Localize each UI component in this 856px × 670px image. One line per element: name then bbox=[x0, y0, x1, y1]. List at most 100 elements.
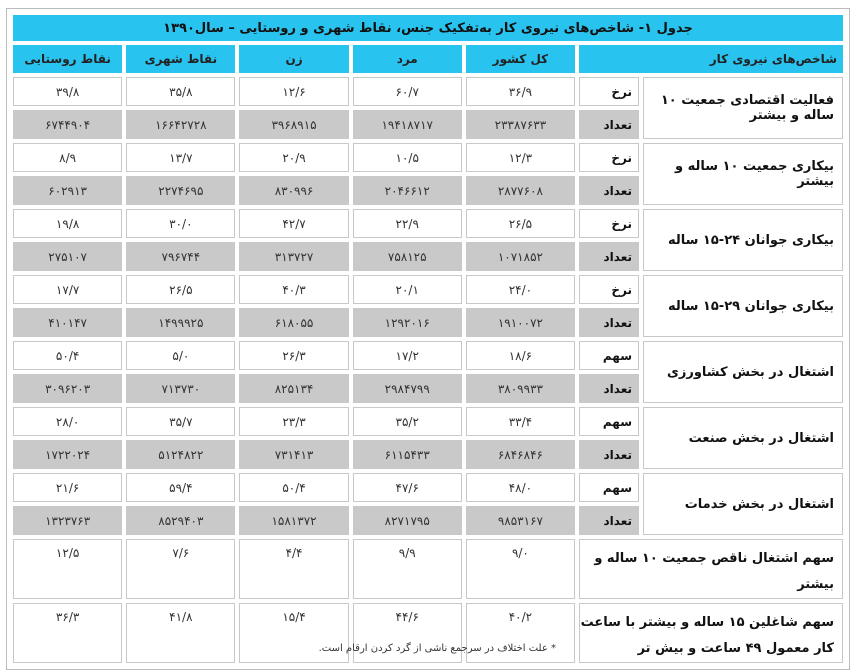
cell-urban: ۳۵/۷ bbox=[126, 407, 236, 436]
cell-rural: ۲۷۵۱۰۷ bbox=[13, 242, 123, 271]
table-row: اشتغال در بخش کشاورزی سهم ۱۸/۶ ۱۷/۲ ۲۶/۳ ۵/۰ ۵… bbox=[13, 341, 843, 403]
table-row: تعداد ۶۸۴۶۸۴۶ ۶۱۱۵۴۳۳ ۷۳۱۴۱۳ ۵۱۲۴۸۲۲ ۱۷۲۲۰۲۴ bbox=[13, 440, 843, 469]
cell-male: ۹/۹ bbox=[352, 539, 462, 599]
cell-female: ۳۱۳۷۲۷ bbox=[239, 242, 349, 271]
cell-female: ۷۳۱۴۱۳ bbox=[239, 440, 349, 469]
header-total: کل کشور bbox=[465, 45, 575, 73]
cell-male: ۲۲/۹ bbox=[352, 209, 462, 238]
table-row: تعداد ۲۳۳۸۷۶۳۳ ۱۹۴۱۸۷۱۷ ۳۹۶۸۹۱۵ ۱۶۶۴۲۷۲۸ ۶۷۴۴… bbox=[13, 110, 843, 139]
row-type-label: نرخ bbox=[579, 275, 639, 304]
indicator-label: بیکاری جوانان ۲۴-۱۵ ساله bbox=[643, 209, 843, 271]
cell-male: ۱۷/۲ bbox=[352, 341, 462, 370]
table-row: تعداد ۲۸۷۷۶۰۸ ۲۰۴۶۶۱۲ ۸۳۰۹۹۶ ۲۲۷۴۶۹۵ ۶۰۲۹۱۳ bbox=[13, 176, 843, 205]
cell-rural: ۱۳۲۳۷۶۳ bbox=[13, 506, 123, 535]
row-type-label: تعداد bbox=[579, 176, 639, 205]
cell-total: ۹/۰ bbox=[465, 539, 575, 599]
cell-urban: ۷۹۶۷۴۴ bbox=[126, 242, 236, 271]
cell-urban: ۳۰/۰ bbox=[126, 209, 236, 238]
table-row: سهم شاغلین ۱۵ ساله و بیشتر با ساعت کار م… bbox=[13, 603, 843, 663]
row-type-label: سهم bbox=[579, 407, 639, 436]
indicator-label: اشتغال در بخش کشاورزی bbox=[643, 341, 843, 403]
cell-total: ۴۰/۲ bbox=[465, 603, 575, 663]
cell-female: ۴/۴ bbox=[239, 539, 349, 599]
cell-urban: ۷/۶ bbox=[126, 539, 236, 599]
labor-force-table: جدول ۱- شاخص‌های نیروی کار به‌تفکیک جنس،… bbox=[9, 11, 847, 667]
cell-total: ۳۳/۴ bbox=[465, 407, 575, 436]
cell-rural: ۴۱۰۱۴۷ bbox=[13, 308, 123, 337]
cell-urban: ۵/۰ bbox=[126, 341, 236, 370]
cell-female: ۴۲/۷ bbox=[239, 209, 349, 238]
cell-rural: ۲۱/۶ bbox=[13, 473, 123, 502]
cell-rural: ۱۲/۵ bbox=[13, 539, 123, 599]
cell-rural: ۶۰۲۹۱۳ bbox=[13, 176, 123, 205]
cell-urban: ۵۹/۴ bbox=[126, 473, 236, 502]
cell-female: ۳۹۶۸۹۱۵ bbox=[239, 110, 349, 139]
table-row: تعداد ۹۸۵۳۱۶۷ ۸۲۷۱۷۹۵ ۱۵۸۱۳۷۲ ۸۵۲۹۴۰۳ ۱۳۲۳۷۶۳ bbox=[13, 506, 843, 535]
cell-rural: ۲۸/۰ bbox=[13, 407, 123, 436]
table-row: بیکاری جمعیت ۱۰ ساله و بیشتر نرخ ۱۲/۳ ۱۰/۵ ۲… bbox=[13, 143, 843, 205]
row-type-label: سهم bbox=[579, 341, 639, 370]
cell-urban: ۵۱۲۴۸۲۲ bbox=[126, 440, 236, 469]
cell-female: ۲۳/۳ bbox=[239, 407, 349, 436]
cell-male: ۸۲۷۱۷۹۵ bbox=[352, 506, 462, 535]
row-type-label: تعداد bbox=[579, 308, 639, 337]
table-row: بیکاری جوانان ۲۴-۱۵ ساله نرخ ۲۶/۵ ۲۲/۹ ۴۲/۷ ۳… bbox=[13, 209, 843, 271]
cell-female: ۵۰/۴ bbox=[239, 473, 349, 502]
table-title: جدول ۱- شاخص‌های نیروی کار به‌تفکیک جنس،… bbox=[13, 15, 843, 41]
row-type-label: نرخ bbox=[579, 209, 639, 238]
cell-female: ۴۰/۳ bbox=[239, 275, 349, 304]
footnote: * علت اختلاف در سرجمع ناشی از گرد کردن ا… bbox=[318, 643, 556, 654]
cell-total: ۳۶/۹ bbox=[465, 77, 575, 106]
cell-urban: ۲۲۷۴۶۹۵ bbox=[126, 176, 236, 205]
cell-rural: ۱۹/۸ bbox=[13, 209, 123, 238]
table-row: سهم اشتغال ناقص جمعیت ۱۰ ساله و بیشتر ۹/۰… bbox=[13, 539, 843, 599]
cell-male: ۱۰/۵ bbox=[352, 143, 462, 172]
cell-female: ۸۲۵۱۳۴ bbox=[239, 374, 349, 403]
indicator-label: سهم اشتغال ناقص جمعیت ۱۰ ساله و بیشتر bbox=[579, 539, 843, 599]
row-type-label: تعداد bbox=[579, 374, 639, 403]
table-row: بیکاری جوانان ۲۹-۱۵ ساله نرخ ۲۴/۰ ۲۰/۱ ۴۰/۳ ۲… bbox=[13, 275, 843, 337]
cell-urban: ۷۱۳۷۳۰ bbox=[126, 374, 236, 403]
cell-urban: ۸۵۲۹۴۰۳ bbox=[126, 506, 236, 535]
indicator-label: اشتغال در بخش صنعت bbox=[643, 407, 843, 469]
cell-total: ۹۸۵۳۱۶۷ bbox=[465, 506, 575, 535]
indicator-label: بیکاری جمعیت ۱۰ ساله و بیشتر bbox=[643, 143, 843, 205]
indicator-label: سهم شاغلین ۱۵ ساله و بیشتر با ساعت کار م… bbox=[579, 603, 843, 663]
cell-urban: ۲۶/۵ bbox=[126, 275, 236, 304]
cell-total: ۱۹۱۰۰۷۲ bbox=[465, 308, 575, 337]
row-type-label: نرخ bbox=[579, 143, 639, 172]
cell-urban: ۱۴۹۹۹۲۵ bbox=[126, 308, 236, 337]
cell-total: ۲۴/۰ bbox=[465, 275, 575, 304]
table-row: اشتغال در بخش خدمات سهم ۴۸/۰ ۴۷/۶ ۵۰/۴ ۵۹/۴ ۲۱… bbox=[13, 473, 843, 535]
table-row: تعداد ۳۸۰۹۹۳۳ ۲۹۸۴۷۹۹ ۸۲۵۱۳۴ ۷۱۳۷۳۰ ۳۰۹۶۲۰۳ bbox=[13, 374, 843, 403]
cell-male: ۲۹۸۴۷۹۹ bbox=[352, 374, 462, 403]
cell-rural: ۵۰/۴ bbox=[13, 341, 123, 370]
header-female: زن bbox=[239, 45, 349, 73]
cell-total: ۲۳۳۸۷۶۳۳ bbox=[465, 110, 575, 139]
cell-rural: ۳۰۹۶۲۰۳ bbox=[13, 374, 123, 403]
cell-rural: ۳۹/۸ bbox=[13, 77, 123, 106]
cell-rural: ۱۷/۷ bbox=[13, 275, 123, 304]
cell-total: ۱۸/۶ bbox=[465, 341, 575, 370]
cell-total: ۱۰۷۱۸۵۲ bbox=[465, 242, 575, 271]
table-row: تعداد ۱۰۷۱۸۵۲ ۷۵۸۱۲۵ ۳۱۳۷۲۷ ۷۹۶۷۴۴ ۲۷۵۱۰۷ bbox=[13, 242, 843, 271]
cell-urban: ۱۶۶۴۲۷۲۸ bbox=[126, 110, 236, 139]
cell-female: ۱۵۸۱۳۷۲ bbox=[239, 506, 349, 535]
row-type-label: تعداد bbox=[579, 242, 639, 271]
cell-urban: ۱۳/۷ bbox=[126, 143, 236, 172]
cell-total: ۱۲/۳ bbox=[465, 143, 575, 172]
cell-female: ۸۳۰۹۹۶ bbox=[239, 176, 349, 205]
table-row: تعداد ۱۹۱۰۰۷۲ ۱۲۹۲۰۱۶ ۶۱۸۰۵۵ ۱۴۹۹۹۲۵ ۴۱۰۱۴۷ bbox=[13, 308, 843, 337]
header-urban: نقاط شهری bbox=[126, 45, 236, 73]
cell-total: ۳۸۰۹۹۳۳ bbox=[465, 374, 575, 403]
cell-male: ۲۰۴۶۶۱۲ bbox=[352, 176, 462, 205]
cell-male: ۷۵۸۱۲۵ bbox=[352, 242, 462, 271]
indicator-label: بیکاری جوانان ۲۹-۱۵ ساله bbox=[643, 275, 843, 337]
header-male: مرد bbox=[352, 45, 462, 73]
labor-force-table-container: جدول ۱- شاخص‌های نیروی کار به‌تفکیک جنس،… bbox=[6, 8, 850, 670]
cell-male: ۴۷/۶ bbox=[352, 473, 462, 502]
cell-female: ۶۱۸۰۵۵ bbox=[239, 308, 349, 337]
row-type-label: سهم bbox=[579, 473, 639, 502]
cell-total: ۶۸۴۶۸۴۶ bbox=[465, 440, 575, 469]
indicator-label: اشتغال در بخش خدمات bbox=[643, 473, 843, 535]
